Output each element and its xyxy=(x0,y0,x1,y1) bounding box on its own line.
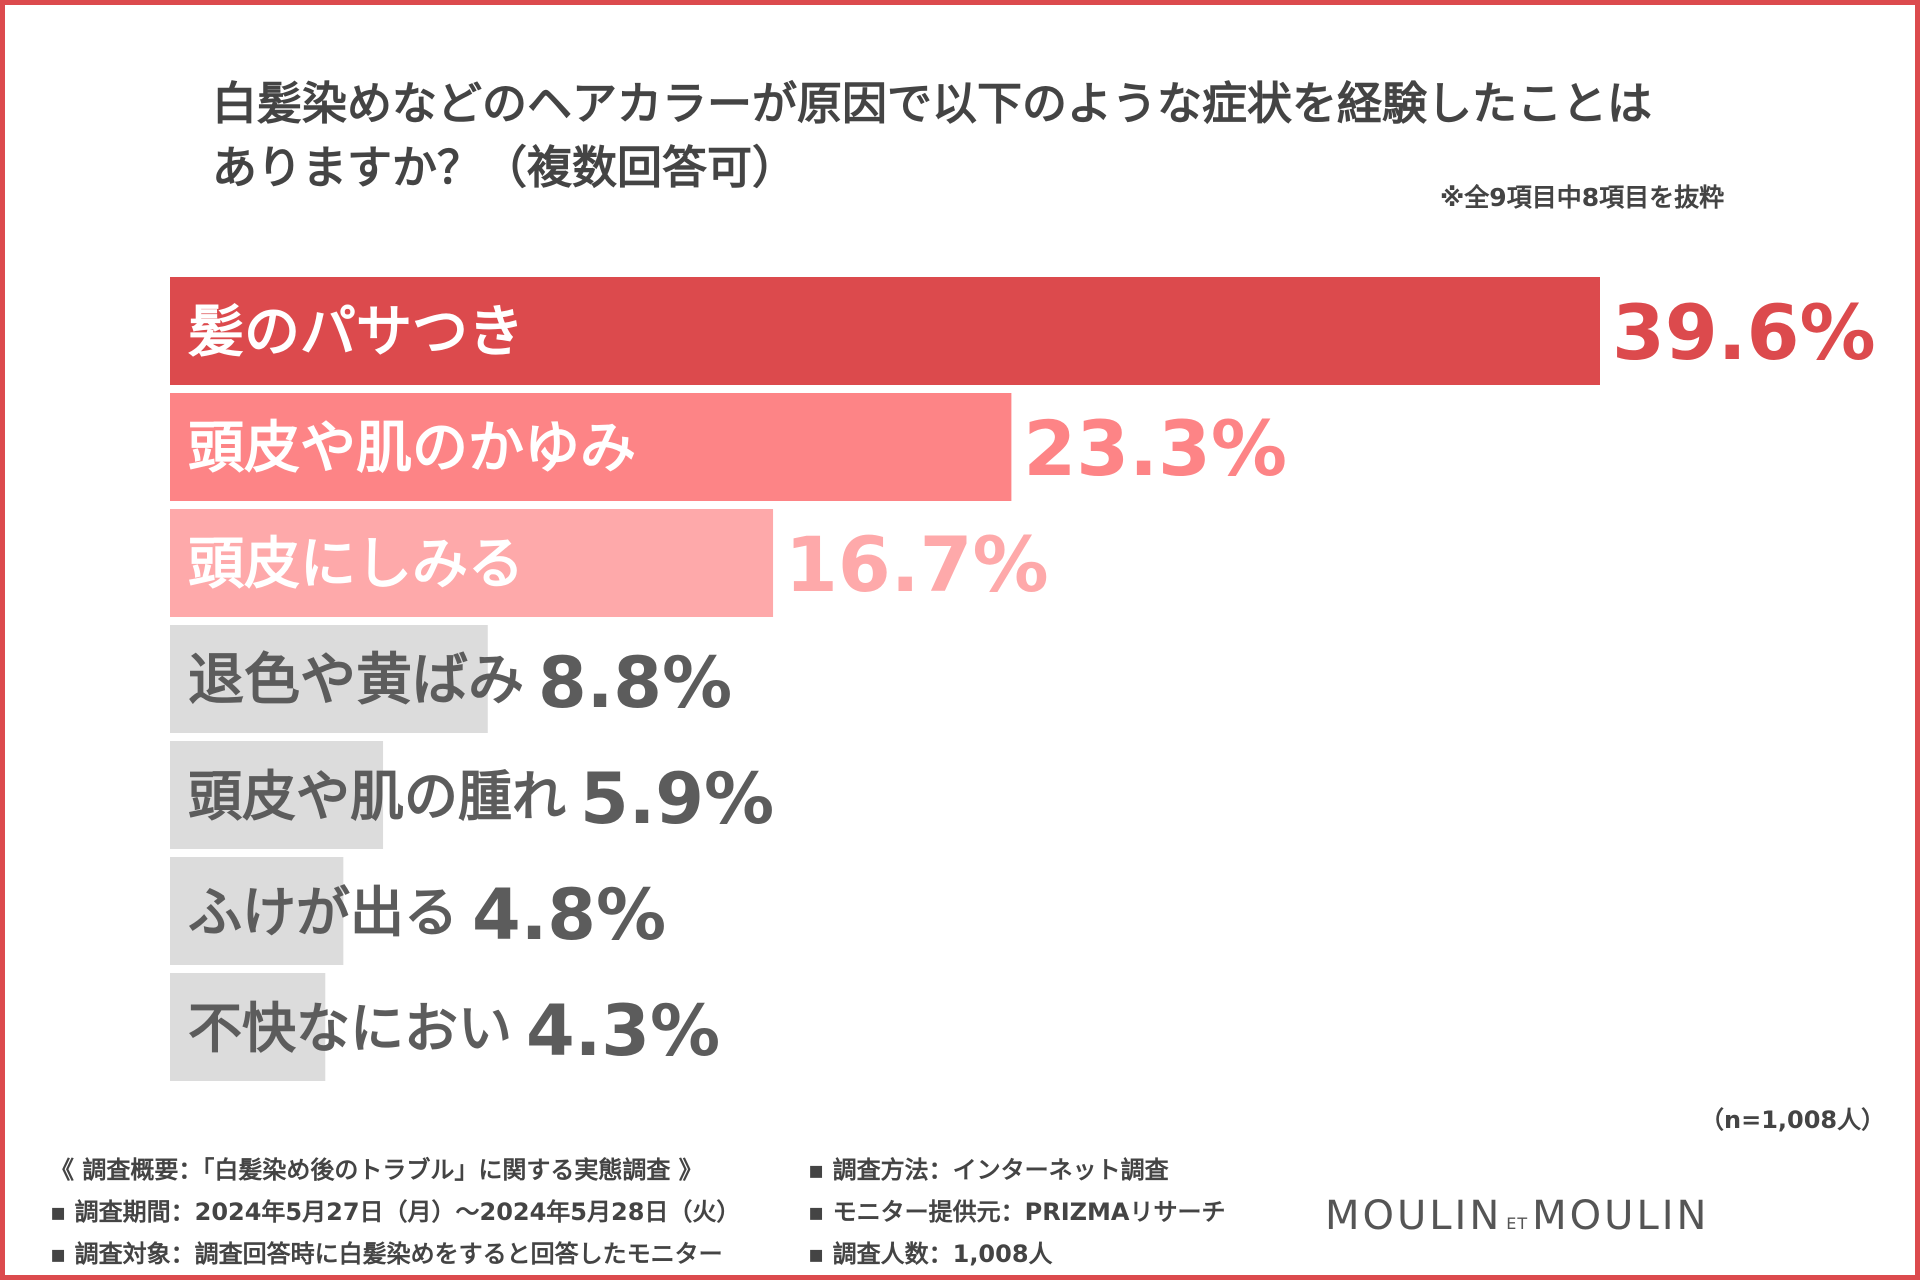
footer-survey-count: ▪ 調査人数：1,008人 xyxy=(808,1240,1053,1268)
footer-monitor-provider: ▪ モニター提供元：PRIZMAリサーチ xyxy=(808,1198,1226,1226)
bar-1 xyxy=(170,277,1600,385)
bar-value-7: 4.3% xyxy=(526,990,720,1072)
logo-word-1: MOULIN xyxy=(1325,1193,1503,1239)
footer-survey-period: ▪ 調査期間：2024年5月27日（月）〜2024年5月28日（火） xyxy=(50,1198,741,1226)
footer-survey-method: ▪ 調査方法：インターネット調査 xyxy=(808,1156,1169,1184)
bar-label-7: 不快なにおい xyxy=(188,997,512,1060)
bar-4 xyxy=(170,625,488,733)
bar-2 xyxy=(170,393,1012,501)
title-line-2: ありますか？（複数回答可） xyxy=(212,141,798,194)
bar-label-4: 退色や黄ばみ xyxy=(188,648,524,713)
brand-logo: MOULIN ET MOULIN xyxy=(1325,1193,1709,1239)
bar-6 xyxy=(170,857,344,965)
bar-value-4: 8.8% xyxy=(538,642,732,724)
excerpt-note: ※全9項目中8項目を抜粋 xyxy=(1440,183,1725,212)
bar-label-5: 頭皮や肌の腫れ xyxy=(188,765,566,828)
bar-value-5: 5.9% xyxy=(580,758,774,840)
sample-size-note: （n=1,008人） xyxy=(1700,1106,1886,1134)
logo-word-2: MOULIN xyxy=(1532,1193,1710,1239)
bar-chart: 髪のパサつき 39.6% 頭皮や肌のかゆみ 23.3% 頭皮にしみる 16.7% 退色や黄ば… xyxy=(170,277,1876,1081)
bar-7 xyxy=(170,973,326,1081)
bar-label-2: 頭皮や肌のかゆみ xyxy=(188,416,636,481)
bar-value-3: 16.7% xyxy=(785,520,1049,609)
footer-survey-target: ▪ 調査対象：調査回答時に白髪染めをすると回答したモニター xyxy=(50,1240,723,1268)
logo-et: ET xyxy=(1506,1214,1529,1233)
bar-value-2: 23.3% xyxy=(1023,404,1287,493)
bar-5 xyxy=(170,741,384,849)
bar-label-3: 頭皮にしみる xyxy=(188,532,524,597)
bar-label-6: ふけが出る xyxy=(188,881,458,944)
bar-3 xyxy=(170,509,774,617)
bar-value-6: 4.8% xyxy=(472,874,666,956)
footer-survey-overview: 《 調査概要：「白髪染め後のトラブル」に関する実態調査 》 xyxy=(50,1156,703,1184)
bar-label-1: 髪のパサつき xyxy=(188,300,524,365)
title-line-1: 白髪染めなどのヘアカラーが原因で以下のような症状を経験したことは xyxy=(212,77,1653,130)
chart-title: 白髪染めなどのヘアカラーが原因で以下のような症状を経験したことは ありますか？（… xyxy=(212,72,1772,200)
bar-value-1: 39.6% xyxy=(1612,288,1876,377)
